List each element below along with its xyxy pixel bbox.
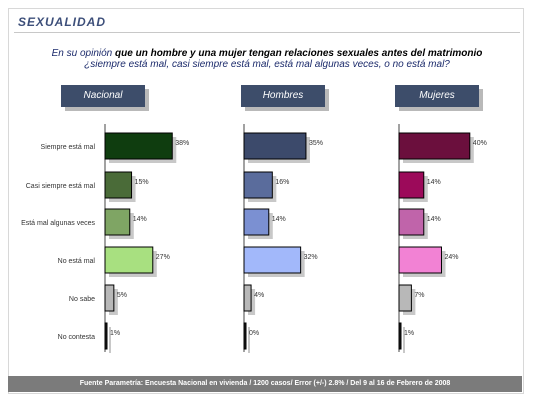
bar (398, 284, 412, 312)
category-label: Está mal algunas veces (21, 220, 95, 227)
bar (398, 322, 402, 350)
bar (104, 132, 173, 160)
data-label: 14% (272, 216, 286, 223)
panel-header-nacional: Nacional (61, 85, 145, 107)
data-label: 15% (135, 179, 149, 186)
data-label: 16% (275, 179, 289, 186)
question-bold: que un hombre y una mujer tengan relacio… (112, 48, 483, 59)
bar (243, 284, 252, 312)
category-label: No sabe (69, 296, 95, 303)
data-label: 14% (427, 179, 441, 186)
data-label: 24% (444, 254, 458, 261)
bar (243, 132, 307, 160)
bar (104, 208, 131, 236)
category-label: Siempre está mal (41, 144, 96, 151)
category-label: Casi siempre está mal (26, 183, 96, 190)
page-title: SEXUALIDAD (18, 15, 107, 29)
data-label: 5% (117, 292, 127, 299)
bar-shadow (248, 327, 250, 353)
bar (104, 246, 154, 274)
bar (104, 171, 133, 199)
data-label: 7% (414, 292, 424, 299)
bar (243, 208, 270, 236)
source-footer: Fuente Parametría: Encuesta Nacional en … (8, 376, 522, 392)
panel-header-mujeres: Mujeres (395, 85, 479, 107)
question-line-1: En su opinión que un hombre y una mujer … (0, 48, 534, 59)
data-label: 14% (133, 216, 147, 223)
category-label: No contesta (58, 334, 95, 341)
data-label: 4% (254, 292, 264, 299)
title-divider (14, 32, 520, 33)
data-label: 14% (427, 216, 441, 223)
bar-shadow (403, 327, 405, 353)
bar (243, 322, 247, 350)
data-label: 40% (473, 140, 487, 147)
data-label: 1% (110, 330, 120, 337)
panel-header-hombres: Hombres (241, 85, 325, 107)
data-label: 1% (404, 330, 414, 337)
bar (243, 171, 273, 199)
bar (398, 208, 425, 236)
bar (104, 322, 108, 350)
data-label: 27% (156, 254, 170, 261)
chart-frame (8, 8, 524, 394)
bar (398, 132, 471, 160)
category-label: No está mal (58, 258, 96, 265)
bar (243, 246, 302, 274)
data-label: 38% (175, 140, 189, 147)
data-label: 0% (249, 330, 259, 337)
bar-shadow (109, 327, 111, 353)
bar (398, 171, 425, 199)
data-label: 35% (309, 140, 323, 147)
question-line-2: ¿siempre está mal, casi siempre está mal… (84, 59, 450, 70)
bar (398, 246, 442, 274)
question-prefix: En su opinión (51, 48, 113, 59)
bar (104, 284, 115, 312)
data-label: 32% (304, 254, 318, 261)
